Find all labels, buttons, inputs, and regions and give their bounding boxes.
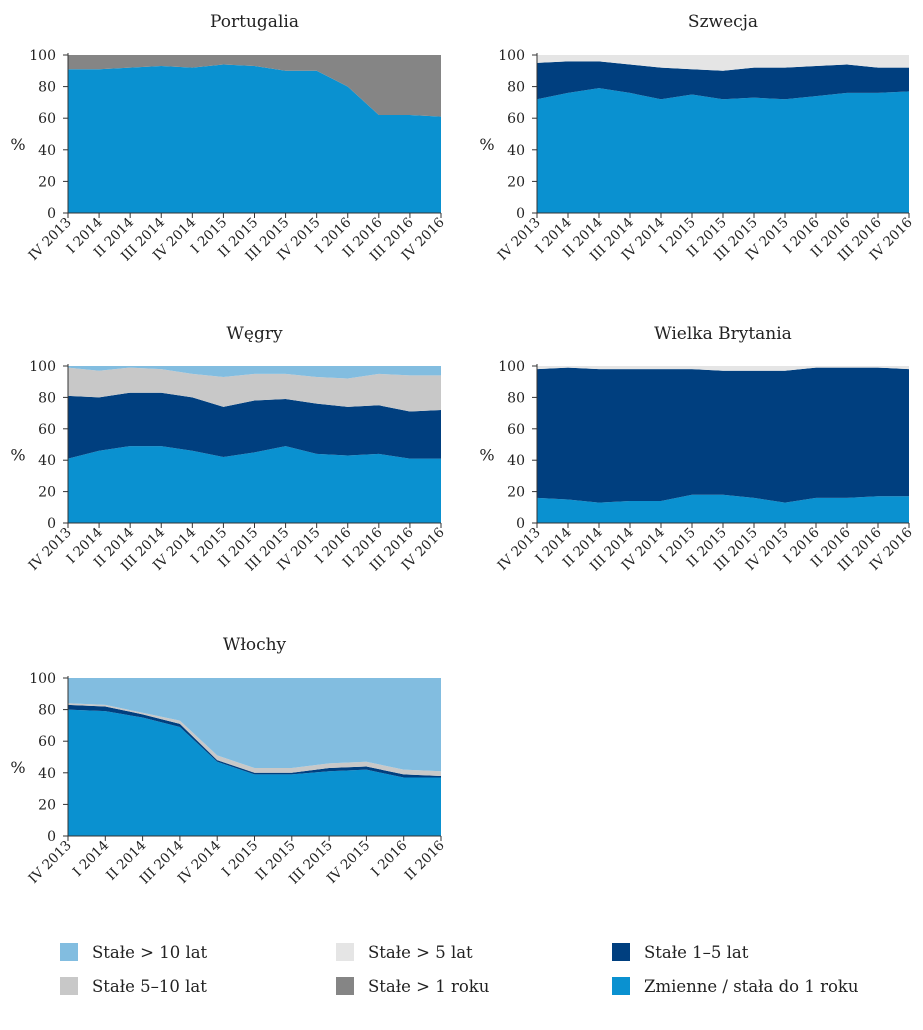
chart-title: Portugalia <box>210 12 299 32</box>
y-tick-label: 80 <box>38 390 56 406</box>
y-tick-label: 80 <box>507 80 525 96</box>
y-tick-label: 40 <box>507 453 525 469</box>
y-tick-label: 0 <box>516 206 525 222</box>
y-axis-label: % <box>10 135 25 154</box>
y-tick-label: 100 <box>498 359 525 375</box>
y-tick-label: 40 <box>38 766 56 782</box>
area-series-zmienne <box>68 709 441 836</box>
y-tick-label: 40 <box>38 143 56 159</box>
y-axis-label: % <box>479 135 494 154</box>
y-tick-label: 100 <box>29 671 56 687</box>
y-tick-label: 60 <box>507 422 525 438</box>
y-tick-label: 80 <box>38 703 56 719</box>
area-series-zmienne <box>537 88 909 213</box>
y-tick-label: 100 <box>29 48 56 64</box>
y-tick-label: 0 <box>47 516 56 532</box>
chart-title: Węgry <box>226 324 283 344</box>
y-tick-label: 0 <box>47 829 56 845</box>
y-tick-label: 100 <box>29 359 56 375</box>
y-tick-label: 80 <box>38 80 56 96</box>
chart-title: Wielka Brytania <box>654 324 792 344</box>
area-series-stale_gt5 <box>537 55 909 71</box>
area-series-stale_gt10 <box>68 678 441 772</box>
area-series-stale_1_5 <box>537 367 909 503</box>
y-tick-label: 40 <box>38 453 56 469</box>
chart-title: Włochy <box>223 635 287 655</box>
x-tick-label: II 2016 <box>402 838 448 884</box>
y-tick-label: 60 <box>38 111 56 127</box>
y-tick-label: 0 <box>47 206 56 222</box>
area-series-stale_gt1 <box>68 55 441 117</box>
area-series-zmienne <box>68 64 441 213</box>
y-tick-label: 20 <box>38 797 56 813</box>
y-tick-label: 100 <box>498 48 525 64</box>
y-tick-label: 60 <box>38 422 56 438</box>
y-tick-label: 20 <box>38 485 56 501</box>
chart-title: Szwecja <box>688 12 758 32</box>
y-axis-label: % <box>479 446 494 465</box>
area-series-stale_gt5 <box>537 366 909 371</box>
area-series-zmienne <box>537 494 909 523</box>
y-tick-label: 20 <box>507 174 525 190</box>
y-tick-label: 60 <box>38 734 56 750</box>
y-axis-label: % <box>10 758 25 777</box>
area-series-zmienne <box>68 446 441 523</box>
y-tick-label: 20 <box>38 174 56 190</box>
area-series-stale_gt10 <box>68 366 441 379</box>
y-tick-label: 0 <box>516 516 525 532</box>
y-tick-label: 60 <box>507 111 525 127</box>
y-axis-label: % <box>10 446 25 465</box>
y-tick-label: 80 <box>507 390 525 406</box>
area-series-stale_1_5 <box>68 392 441 459</box>
area-series-stale_1_5 <box>537 61 909 100</box>
y-tick-label: 20 <box>507 485 525 501</box>
y-tick-label: 40 <box>507 143 525 159</box>
